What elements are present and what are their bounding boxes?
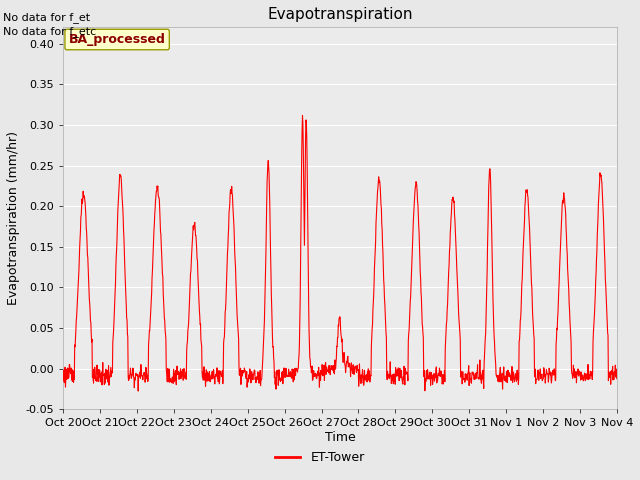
Text: BA_processed: BA_processed [68, 33, 166, 46]
Y-axis label: Evapotranspiration (mm/hr): Evapotranspiration (mm/hr) [7, 132, 20, 305]
Title: Evapotranspiration: Evapotranspiration [268, 7, 413, 22]
X-axis label: Time: Time [324, 431, 355, 444]
Text: No data for f_et: No data for f_et [3, 12, 90, 23]
Text: No data for f_etc: No data for f_etc [3, 26, 97, 37]
Legend: ET-Tower: ET-Tower [270, 446, 370, 469]
